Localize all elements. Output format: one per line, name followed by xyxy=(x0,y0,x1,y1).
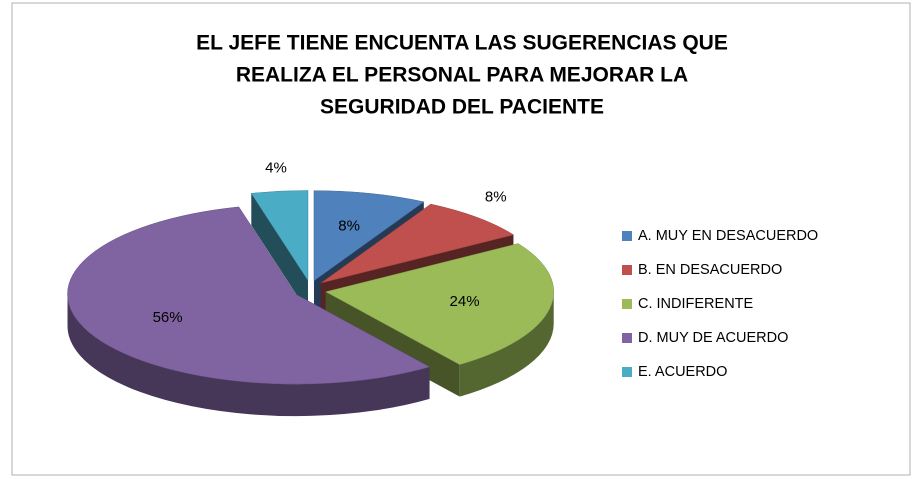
slice xyxy=(313,190,425,282)
chart-border xyxy=(11,2,911,476)
slice-side xyxy=(67,294,430,417)
slice xyxy=(67,206,431,385)
data-label: 8% xyxy=(338,218,360,235)
legend-label: E. ACUERDO xyxy=(638,364,727,380)
labels: 8% 8% 24% 56% 4% xyxy=(153,159,507,325)
data-label: 4% xyxy=(265,159,287,176)
legend-swatch xyxy=(622,333,632,343)
slice-side xyxy=(459,291,554,397)
data-label: 56% xyxy=(153,309,183,326)
legend-label: B. EN DESACUERDO xyxy=(638,262,782,278)
legend-swatch xyxy=(622,231,632,241)
legend-label: A. MUY EN DESACUERDO xyxy=(638,228,818,244)
sides xyxy=(67,291,554,417)
chart-title: EL JEFE TIENE ENCUENTA LAS SUGERENCIAS Q… xyxy=(196,32,728,55)
legend-swatch xyxy=(622,265,632,275)
legend-swatch xyxy=(622,367,632,377)
data-label: 24% xyxy=(450,293,480,310)
legend-swatch xyxy=(622,299,632,309)
slice-wall xyxy=(251,193,308,313)
slice xyxy=(325,243,554,365)
chart-title: SEGURIDAD DEL PACIENTE xyxy=(320,96,604,119)
slice xyxy=(320,203,515,284)
chart-title: REALIZA EL PERSONAL PARA MEJORAR LA xyxy=(236,64,688,87)
slice xyxy=(250,190,309,282)
legend-label: D. MUY DE ACUERDO xyxy=(638,330,788,346)
legend-label: C. INDIFERENTE xyxy=(638,296,754,312)
tops xyxy=(67,190,554,385)
data-label: 8% xyxy=(485,188,507,205)
